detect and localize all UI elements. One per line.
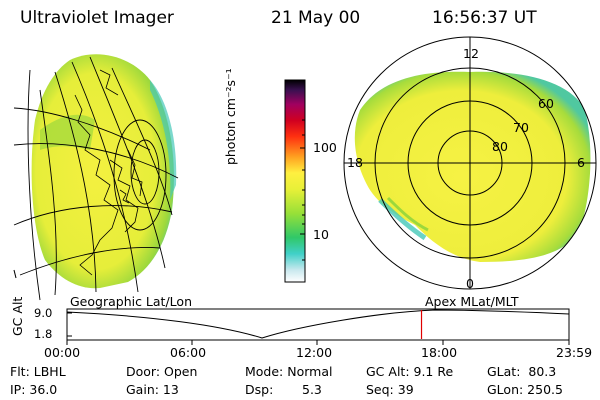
geographic-coords-label: Geographic Lat/Lon xyxy=(70,294,192,309)
timeline-ymax: 9.0 xyxy=(34,306,53,320)
status-glon: GLon: 250.5 xyxy=(487,382,563,397)
status-filter: Flt: LBHL xyxy=(10,364,66,379)
apex-coords-label: Apex MLat/MLT xyxy=(425,294,519,309)
time-tick-0000: 00:00 xyxy=(44,345,81,360)
mlt-label-6: 6 xyxy=(577,155,585,170)
colorbar-tick-100: 100 xyxy=(313,140,337,155)
status-dsp-value: 5.3 xyxy=(302,382,322,397)
status-dsp-label: Dsp: xyxy=(245,382,274,397)
status-gc-alt: GC Alt: 9.1 Re xyxy=(366,364,454,379)
status-glat: GLat: 80.3 xyxy=(487,364,557,379)
lat-label-60: 60 xyxy=(538,96,554,111)
orbit-timeline xyxy=(66,308,570,345)
status-mode: Mode: Normal xyxy=(245,364,333,379)
lat-label-80: 80 xyxy=(492,139,508,154)
timeline-ymin: 1.8 xyxy=(34,327,53,341)
timeline-ylabel: GC Alt xyxy=(10,296,25,336)
lat-label-70: 70 xyxy=(513,120,529,135)
mlt-label-0: 0 xyxy=(466,276,474,291)
color-bar xyxy=(284,79,306,283)
observation-time: 16:56:37 UT xyxy=(432,8,537,28)
status-ip: IP: 36.0 xyxy=(10,382,58,397)
polar-plot xyxy=(343,36,597,290)
mlt-label-18: 18 xyxy=(347,155,363,170)
colorbar-tick-10: 10 xyxy=(313,227,329,242)
status-seq: Seq: 39 xyxy=(366,382,414,397)
time-tick-2359: 23:59 xyxy=(556,345,593,360)
geographic-image xyxy=(13,54,179,301)
instrument-title: Ultraviolet Imager xyxy=(20,8,174,28)
observation-date: 21 May 00 xyxy=(271,8,361,28)
time-tick-0600: 06:00 xyxy=(170,345,207,360)
colorbar-unit-label: photon cm⁻²s⁻¹ xyxy=(222,68,238,166)
time-tick-1800: 18:00 xyxy=(421,345,458,360)
status-gain: Gain: 13 xyxy=(126,382,179,397)
mlt-label-12: 12 xyxy=(463,46,479,61)
status-door: Door: Open xyxy=(126,364,198,379)
time-tick-1200: 12:00 xyxy=(296,345,333,360)
